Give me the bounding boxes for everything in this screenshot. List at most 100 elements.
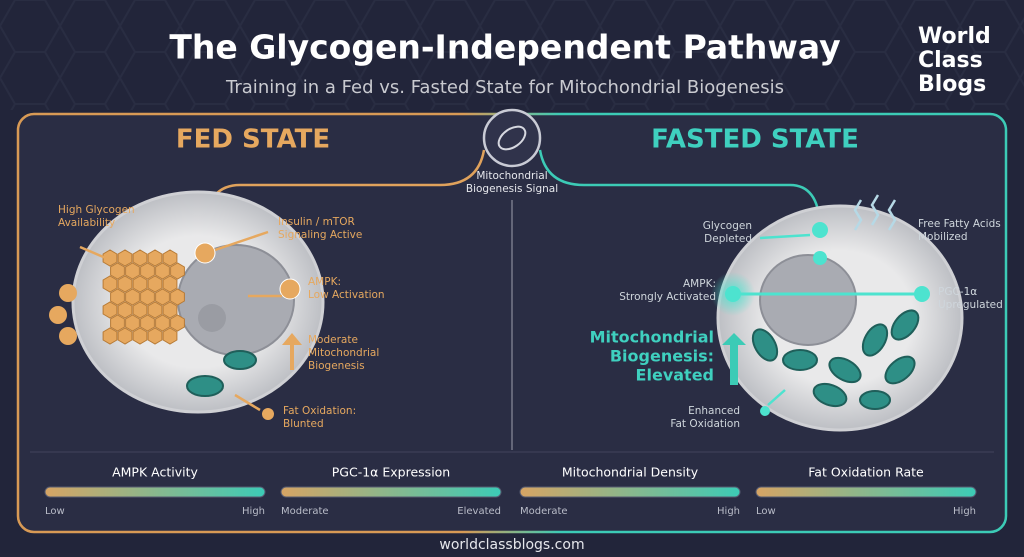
state-label: Upregulated [938, 299, 1003, 311]
logo: World Class Blogs [918, 24, 991, 97]
hex-cell [132, 275, 148, 293]
meter-bar [519, 486, 741, 498]
node [725, 286, 741, 302]
nucleolus [198, 304, 226, 332]
hex-cell [147, 301, 163, 319]
fasted-title: FASTED STATE [651, 125, 859, 155]
hex-cell [155, 262, 170, 280]
footer: worldclassblogs.com [439, 537, 584, 553]
logo-text: Class [918, 48, 983, 73]
arrow [767, 389, 786, 406]
arrow [214, 230, 269, 252]
mitochondrion [751, 328, 779, 362]
state-label: PGC-1α [938, 286, 977, 298]
center-icon [482, 108, 542, 168]
mitochondrion [223, 350, 257, 370]
hex-cell [102, 301, 118, 319]
center-label: Mitochondrial [476, 170, 547, 182]
state-label: Free Fatty Acids [918, 218, 1001, 230]
state-label: AMPK: [683, 278, 716, 290]
arrow-up [282, 333, 302, 370]
fat-drop [262, 408, 274, 420]
hex-cell [147, 327, 163, 345]
glycogen-honeycomb [102, 249, 185, 345]
hex-cell [117, 327, 133, 345]
hex-cell [140, 262, 155, 280]
state-label: Fat Oxidation [670, 418, 740, 430]
mitochondrion [186, 375, 224, 397]
node [194, 242, 216, 264]
mitochondrion [861, 323, 889, 357]
hex-cell [125, 314, 140, 332]
mitochondrion [828, 356, 862, 384]
hex-cell [140, 314, 155, 332]
meter-title: AMPK Activity [112, 465, 198, 480]
meter-high: High [953, 506, 976, 517]
hex-cell [170, 262, 185, 280]
state-label: Enhanced [688, 405, 740, 417]
state-label: Mobilized [918, 231, 968, 243]
mitochondrion [890, 309, 920, 341]
subtitle: Training in a Fed vs. Fasted State for M… [225, 77, 784, 98]
meter-low: Moderate [281, 506, 329, 517]
state-label: Biogenesis [308, 360, 365, 372]
hex-cell [162, 275, 178, 293]
hex-cell [170, 314, 185, 332]
hex-cell [125, 262, 140, 280]
state-label: Mitochondrial [590, 328, 714, 347]
state-label: AMPK: [308, 276, 341, 288]
state-label: Availability [58, 217, 115, 229]
arrow [759, 233, 811, 240]
state-label: Fat Oxidation: [283, 405, 356, 417]
state-label: Insulin / mTOR [278, 216, 355, 228]
hex-cell [155, 314, 170, 332]
meter-high: High [242, 506, 265, 517]
hex-cell [155, 288, 170, 306]
hex-cell [125, 288, 140, 306]
node [914, 286, 930, 302]
hex-cell [102, 275, 118, 293]
signal-line [538, 149, 822, 226]
fed-title: FED STATE [176, 125, 330, 155]
meter-low: Low [45, 506, 65, 517]
state-label: High Glycogen [58, 204, 135, 216]
state-label: Mitochondrial [308, 347, 379, 359]
hex-pattern [0, 0, 1024, 110]
hex-cell [162, 327, 178, 345]
fasted-cell [711, 194, 964, 432]
hex-cell [117, 249, 133, 267]
meter-bar [280, 486, 502, 498]
logo-text: World [918, 24, 991, 49]
hex-cell [117, 275, 133, 293]
meter-title: Mitochondrial Density [562, 465, 699, 480]
state-label: Depleted [704, 233, 752, 245]
state-label: Blunted [283, 418, 324, 430]
hex-cell [162, 249, 178, 267]
mitochondrion [782, 349, 818, 371]
state-label: Moderate [308, 334, 358, 346]
mitochondrion [884, 355, 916, 385]
nucleus [759, 254, 857, 346]
glucose [59, 284, 77, 302]
hex-cell [102, 327, 118, 345]
title: The Glycogen-Independent Pathway [169, 28, 840, 67]
state-label: Signaling Active [278, 229, 362, 241]
meter-low: Moderate [520, 506, 568, 517]
hex-cell [170, 288, 185, 306]
hex-cell [132, 249, 148, 267]
mito-icon [497, 125, 527, 151]
state-label: Glycogen [703, 220, 752, 232]
meter-title: PGC-1α Expression [332, 465, 450, 480]
hex-cell [147, 275, 163, 293]
glucose [59, 327, 77, 345]
hex-cell [110, 314, 125, 332]
fatty-acids [853, 194, 897, 231]
center-label: Biogenesis Signal [466, 183, 558, 195]
hex-cell [110, 288, 125, 306]
hex-cell [132, 301, 148, 319]
arrow [234, 393, 261, 412]
mitochondrion [859, 390, 891, 410]
